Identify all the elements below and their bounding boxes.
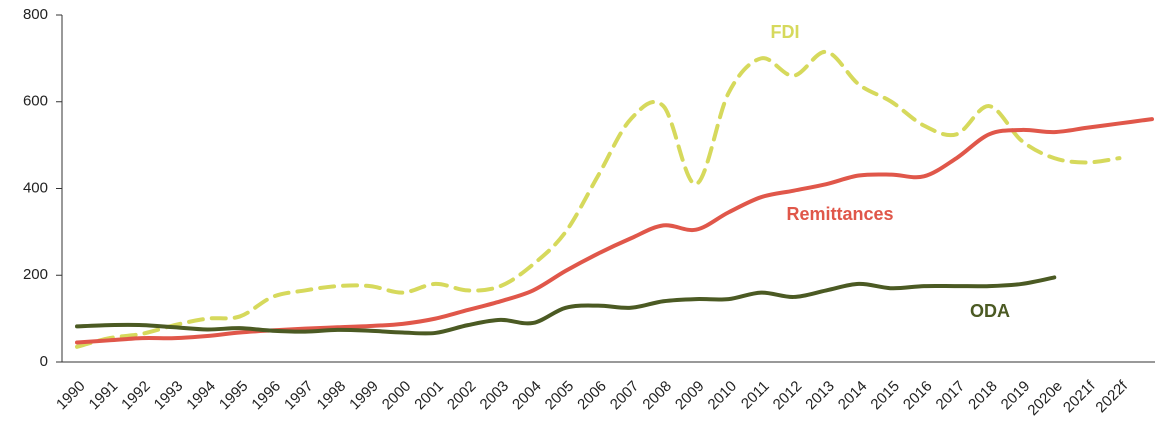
y-tick-label: 600 (23, 93, 48, 110)
x-tick-label: 2000 (379, 378, 415, 414)
x-tick-label: 2006 (574, 378, 610, 414)
x-tick-label: 2010 (705, 378, 741, 414)
series-label: Remittances (786, 204, 893, 224)
y-tick-label: 200 (23, 266, 48, 283)
y-tick-label: 0 (40, 353, 48, 370)
x-tick-label: 2002 (444, 378, 480, 414)
x-tick-label: 2009 (672, 378, 708, 414)
x-tick-label: 2008 (639, 378, 675, 414)
series-line (75, 275, 1057, 336)
x-tick-label: 2021f (1060, 377, 1099, 416)
x-tick-label: 2003 (476, 378, 512, 414)
y-tick-label: 400 (23, 179, 48, 196)
x-tick-label: 2014 (835, 378, 871, 414)
x-tick-label: 2007 (607, 378, 643, 414)
x-tick-label: 2016 (900, 378, 936, 414)
x-tick-label: 2022f (1092, 377, 1131, 416)
x-tick-label: 2017 (933, 378, 969, 414)
x-tick-label: 1997 (281, 378, 317, 414)
series-line (75, 49, 1122, 349)
x-tick-label: 2015 (867, 378, 903, 414)
series-label: FDI (771, 22, 800, 42)
series-label: ODA (970, 301, 1010, 321)
x-tick-label: 2004 (509, 378, 545, 414)
x-tick-label: 2020e (1024, 378, 1066, 420)
x-tick-label: 1990 (53, 378, 89, 414)
x-tick-label: 2013 (802, 378, 838, 414)
y-tick-label: 800 (23, 6, 48, 23)
x-tick-label: 1993 (151, 378, 187, 414)
x-tick-label: 1996 (248, 378, 284, 414)
x-tick-label: 1995 (216, 378, 252, 414)
x-tick-label: 2018 (965, 378, 1001, 414)
x-tick-label: 2001 (411, 378, 447, 414)
x-tick-label: 1991 (86, 378, 122, 414)
x-tick-label: 1999 (346, 378, 382, 414)
x-tick-label: 1992 (118, 378, 154, 414)
x-tick-label: 1998 (314, 378, 350, 414)
x-tick-label: 2005 (542, 378, 578, 414)
x-tick-label: 2012 (770, 378, 806, 414)
x-tick-label: 1994 (183, 378, 219, 414)
x-tick-label: 2011 (738, 378, 773, 413)
